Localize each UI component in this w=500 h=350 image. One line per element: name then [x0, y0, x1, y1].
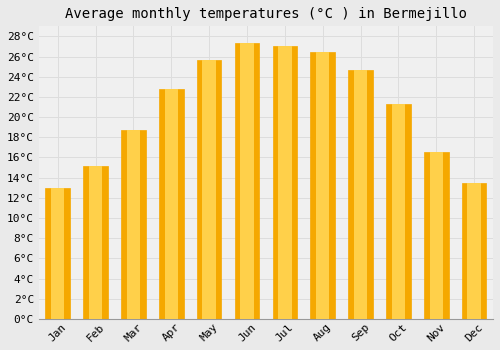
Bar — [310, 51, 335, 319]
Bar — [51, 188, 64, 319]
Bar — [89, 166, 102, 319]
Bar — [424, 152, 448, 319]
Bar — [159, 89, 184, 319]
Title: Average monthly temperatures (°C ) in Bermejillo: Average monthly temperatures (°C ) in Be… — [65, 7, 467, 21]
Bar — [126, 130, 140, 319]
Bar — [316, 51, 330, 319]
Bar — [392, 104, 405, 319]
Bar — [430, 152, 443, 319]
Bar — [240, 43, 254, 319]
Bar — [462, 183, 486, 319]
Bar — [202, 60, 216, 319]
Bar — [121, 130, 146, 319]
Bar — [84, 166, 108, 319]
Bar — [197, 60, 222, 319]
Bar — [164, 89, 178, 319]
Bar — [46, 188, 70, 319]
Bar — [278, 47, 291, 319]
Bar — [354, 70, 368, 319]
Bar — [234, 43, 260, 319]
Bar — [386, 104, 410, 319]
Bar — [272, 47, 297, 319]
Bar — [468, 183, 481, 319]
Bar — [348, 70, 373, 319]
